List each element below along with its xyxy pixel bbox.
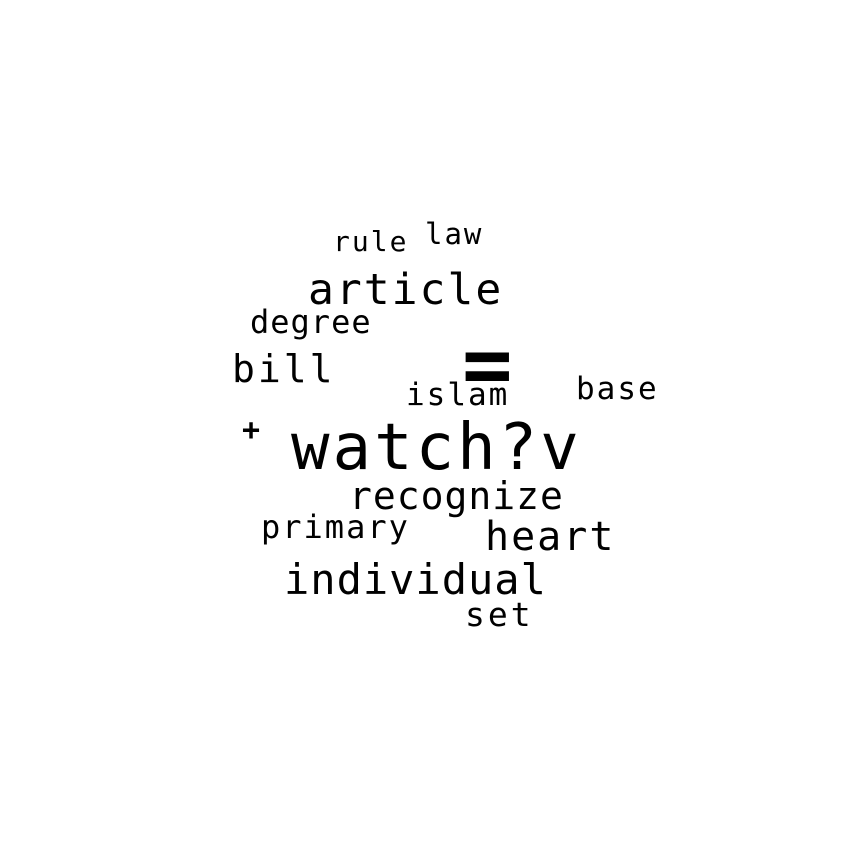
word-islam: islam — [406, 377, 510, 413]
word-set: set — [465, 595, 534, 634]
word-equals: = — [462, 315, 514, 413]
word-heart: heart — [485, 514, 616, 560]
word-primary: primary — [261, 508, 410, 546]
word-degree: degree — [250, 303, 372, 341]
word-individual: individual — [284, 555, 547, 604]
word-base: base — [576, 371, 659, 407]
word-law: law — [425, 217, 484, 251]
word-watch: watch?v — [291, 411, 582, 485]
word-recognize: recognize — [349, 474, 564, 518]
word-bill: bill — [232, 347, 336, 391]
word-rule: rule — [333, 225, 409, 258]
word-plus: + — [242, 413, 262, 448]
word-article: article — [308, 265, 504, 315]
